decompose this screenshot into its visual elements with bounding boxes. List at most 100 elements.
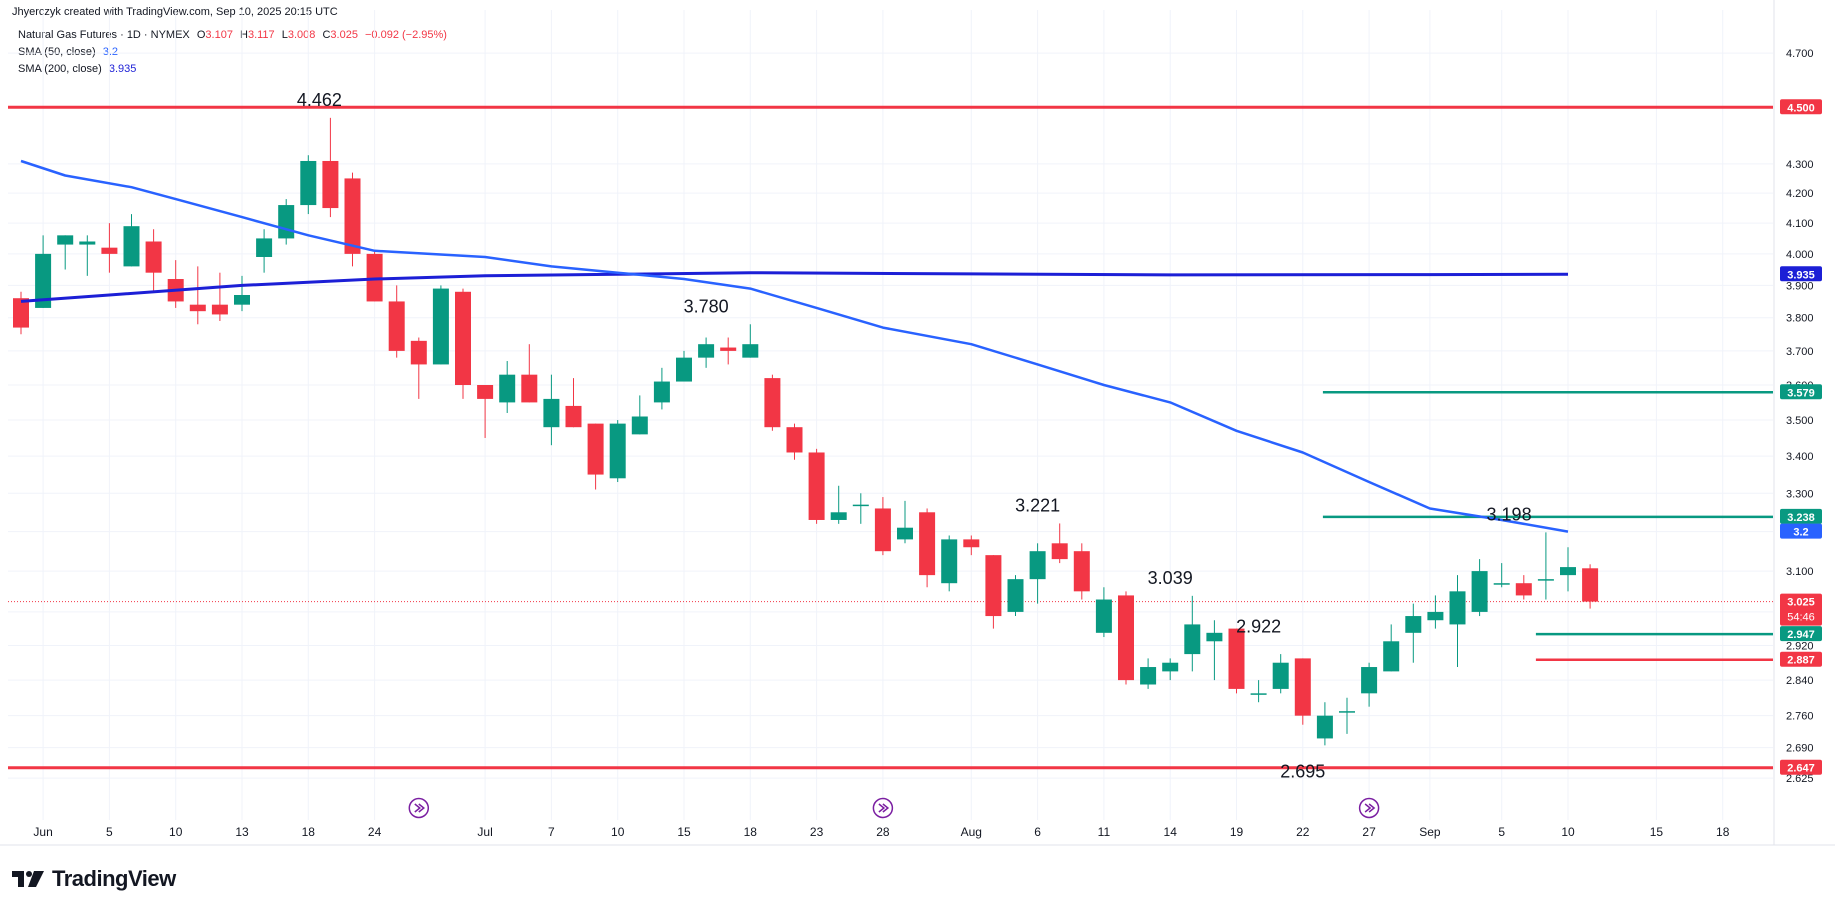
candle-body[interactable] [1140,667,1157,685]
level-price-label[interactable]: 3.579 [1787,387,1815,399]
price-axis-tick-label: 2.690 [1786,743,1814,755]
candle-body[interactable] [1162,662,1179,672]
candle-body[interactable] [256,238,273,257]
candle-body[interactable] [432,288,449,365]
candle-body[interactable] [410,340,427,365]
candle-body[interactable] [499,374,516,403]
candle-body[interactable] [1339,711,1355,713]
indicator-price-label[interactable]: 3.025 [1787,597,1815,609]
candle-body[interactable] [1405,616,1422,633]
candle-body[interactable] [1294,658,1311,716]
candle-body[interactable] [1515,583,1532,596]
candle-body[interactable] [985,555,1002,617]
candle-body[interactable] [963,539,980,548]
sma50-legend[interactable]: SMA (50, close) 3.2 [18,46,118,58]
candle-body[interactable] [455,291,471,385]
candle-body[interactable] [830,512,847,520]
indicator-price-label[interactable]: 3.2 [1793,527,1808,539]
level-price-label[interactable]: 3.238 [1787,512,1815,524]
candle-body[interactable] [1184,624,1201,655]
candle-body[interactable] [1095,599,1112,633]
candle-body[interactable] [565,405,582,428]
price-annotation[interactable]: 3.198 [1487,504,1532,524]
candle-body[interactable] [521,374,538,403]
candle-body[interactable] [1537,579,1554,581]
candle-body[interactable] [653,381,670,403]
candle-body[interactable] [1206,632,1223,642]
candle-body[interactable] [897,527,913,540]
candle-body[interactable] [278,205,295,239]
candle-body[interactable] [587,423,604,475]
candle-body[interactable] [145,241,162,273]
price-annotation[interactable]: 2.695 [1280,761,1325,781]
price-annotation[interactable]: 3.221 [1015,495,1060,515]
candle-body[interactable] [1427,611,1444,621]
price-annotation[interactable]: 3.039 [1148,568,1193,588]
candle-body[interactable] [322,160,339,209]
candle-body[interactable] [742,344,759,358]
sma50-line[interactable] [20,159,1569,533]
candle-body[interactable] [1471,571,1488,612]
candle-body[interactable] [609,423,626,479]
level-price-label[interactable]: 2.947 [1787,629,1815,641]
candle-body[interactable] [941,539,958,584]
sma200-legend[interactable]: SMA (200, close) 3.935 [18,63,136,75]
candle-body[interactable] [698,344,715,358]
candle-body[interactable] [1316,715,1333,739]
candle-body[interactable] [1383,641,1400,672]
indicator-price-label[interactable]: 3.935 [1787,269,1815,281]
candle-body[interactable] [79,241,96,245]
symbol-name[interactable]: Natural Gas Futures · 1D · NYMEX [18,29,190,41]
sma200-line[interactable] [20,271,1569,303]
level-price-label[interactable]: 2.647 [1787,763,1815,775]
price-axis-tick-label: 4.300 [1786,159,1814,171]
candle-body[interactable] [211,304,228,315]
candle-body[interactable] [57,235,74,245]
price-annotation[interactable]: 2.922 [1236,617,1281,637]
ohlc-open: O3.107 [196,29,233,41]
candle-body[interactable] [852,504,869,507]
level-price-label[interactable]: 4.500 [1787,102,1815,114]
candle-body[interactable] [234,294,250,305]
candle-body[interactable] [808,452,825,520]
candle-body[interactable] [1560,567,1576,576]
candle-body[interactable] [189,304,206,312]
candle-body[interactable] [1272,662,1289,689]
level-price-label[interactable]: 2.887 [1787,655,1815,667]
candle-body[interactable] [1228,628,1245,689]
candle-body[interactable] [764,378,781,428]
candle-body[interactable] [1361,667,1378,694]
candle-body[interactable] [1007,579,1024,612]
candle-body[interactable] [344,178,361,254]
candle-body[interactable] [676,357,692,382]
candle-body[interactable] [919,512,936,576]
candle-body[interactable] [720,347,737,351]
candle-body[interactable] [1073,551,1090,592]
candle-body[interactable] [35,253,52,308]
candle-body[interactable] [1449,591,1466,625]
candle-body[interactable] [1118,595,1134,681]
candle-body[interactable] [874,508,891,552]
candle-body[interactable] [631,416,648,435]
time-axis-tick-label: 13 [235,825,249,839]
candle-body[interactable] [1029,551,1046,580]
candle-body[interactable] [543,398,560,428]
sma200-legend-label: SMA (200, close) [18,63,102,75]
candle-body[interactable] [123,226,140,267]
price-annotation[interactable]: 4.462 [297,90,342,110]
candle-body[interactable] [1582,568,1599,602]
candle-body[interactable] [1493,583,1510,585]
event-marker-chevron [1364,803,1376,813]
price-annotation[interactable]: 3.780 [684,296,729,316]
candle-body[interactable] [13,298,29,328]
candle-body[interactable] [1250,693,1267,695]
candle-body[interactable] [1051,543,1068,560]
tradingview-logo[interactable]: TradingView [12,866,176,892]
candle-body[interactable] [786,427,803,453]
candle-body[interactable] [388,301,405,351]
time-axis-tick-label: 14 [1164,825,1178,839]
candle-body[interactable] [477,384,494,399]
candle-body[interactable] [300,160,317,206]
candle-body[interactable] [101,247,118,254]
